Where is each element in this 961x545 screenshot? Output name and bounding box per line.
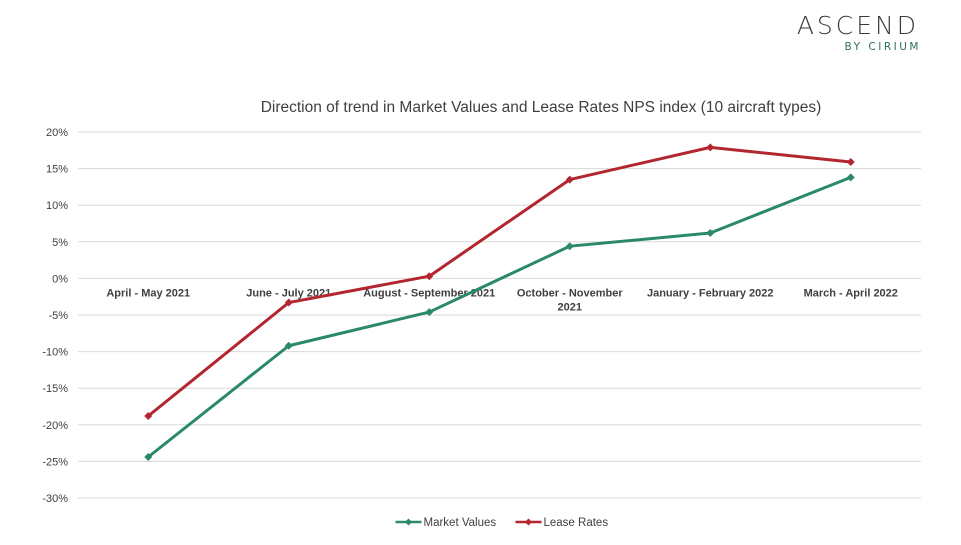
y-tick-label: -30% — [42, 493, 68, 505]
category-label: April - May 2021 — [106, 287, 190, 299]
y-tick-label: -20% — [42, 420, 68, 432]
y-tick-label: -5% — [48, 310, 68, 322]
y-tick-label: -15% — [42, 383, 68, 395]
data-point — [284, 341, 293, 350]
series-lease-rates — [144, 143, 855, 421]
legend-label: Market Values — [424, 517, 497, 529]
series-market-values — [144, 173, 855, 462]
y-axis-labels: -30% -25% -20% -15% -10% -5% 0% 5% 10% 15% 20% — [42, 127, 68, 505]
legend-item-market-values: Market Values — [395, 517, 497, 529]
y-tick-label: 10% — [46, 200, 68, 212]
data-point — [425, 272, 434, 281]
y-tick-label: -25% — [42, 456, 68, 468]
data-point — [565, 242, 574, 251]
legend-item-lease-rates: Lease Rates — [515, 517, 609, 529]
category-label: January - February 2022 — [647, 287, 774, 299]
y-tick-label: 0% — [52, 273, 68, 285]
gridlines — [78, 131, 921, 499]
category-label: June - July 2021 — [246, 287, 331, 299]
series-layer — [144, 143, 855, 462]
data-point — [706, 229, 715, 238]
data-point — [425, 308, 434, 317]
legend-label: Lease Rates — [544, 517, 609, 529]
chart-title: Direction of trend in Market Values and … — [261, 99, 822, 116]
data-point — [846, 158, 855, 167]
logo-tagline: BY CIRIUM — [844, 41, 921, 53]
y-tick-label: -10% — [42, 347, 68, 359]
series-line — [147, 145, 851, 418]
data-point — [144, 412, 153, 421]
data-point — [565, 175, 574, 184]
data-point — [144, 453, 153, 462]
y-tick-label: 5% — [52, 237, 68, 249]
legend-marker — [525, 518, 532, 526]
data-point — [706, 143, 715, 152]
y-tick-label: 20% — [46, 127, 68, 139]
series-line — [147, 175, 852, 459]
logo-wordmark: ASCEND — [796, 11, 919, 40]
legend-marker — [405, 518, 412, 526]
data-point — [846, 173, 855, 182]
data-point — [284, 298, 293, 307]
y-tick-label: 15% — [46, 164, 68, 176]
category-label: October - November 2021 — [517, 287, 623, 313]
legend: Market Values Lease Rates — [395, 517, 609, 529]
category-labels: April - May 2021 June - July 2021 August -… — [106, 287, 898, 313]
category-label: March - April 2022 — [804, 287, 898, 299]
ascend-logo: ASCEND BY CIRIUM — [797, 12, 919, 54]
